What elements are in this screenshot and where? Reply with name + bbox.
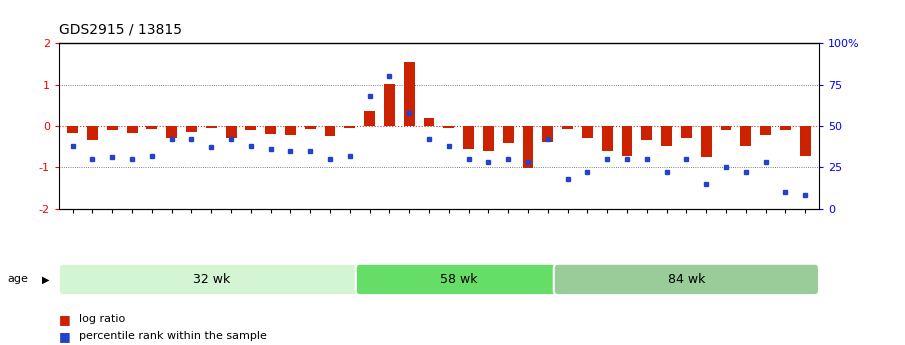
Bar [740, 126, 751, 146]
Bar [503, 126, 514, 143]
Bar [483, 126, 494, 151]
Text: ■: ■ [59, 313, 71, 326]
Text: 84 wk: 84 wk [668, 273, 705, 286]
Bar [325, 126, 336, 136]
Bar [562, 126, 573, 129]
FancyBboxPatch shape [59, 264, 364, 295]
Bar [87, 126, 98, 140]
Bar [642, 126, 653, 140]
Bar [681, 126, 691, 138]
Bar [285, 126, 296, 135]
Text: age: age [7, 275, 28, 284]
Bar [127, 126, 138, 134]
Bar [662, 126, 672, 146]
FancyBboxPatch shape [356, 264, 562, 295]
Bar [800, 126, 811, 156]
Bar [147, 126, 157, 129]
FancyBboxPatch shape [554, 264, 819, 295]
Text: log ratio: log ratio [79, 314, 125, 324]
Bar [700, 126, 711, 157]
Bar [225, 126, 236, 138]
Bar [205, 126, 216, 128]
Bar [522, 126, 533, 168]
Text: 58 wk: 58 wk [440, 273, 478, 286]
Bar [582, 126, 593, 138]
Text: 32 wk: 32 wk [193, 273, 230, 286]
Bar [463, 126, 474, 149]
Bar [542, 126, 553, 142]
Bar [167, 126, 177, 138]
Bar [345, 126, 356, 128]
Bar [186, 126, 197, 132]
Text: ■: ■ [59, 330, 71, 343]
Bar [404, 62, 414, 126]
Bar [443, 126, 454, 128]
Bar [622, 126, 633, 156]
Bar [760, 126, 771, 135]
Bar [602, 126, 613, 151]
Bar [67, 126, 78, 134]
Bar [780, 126, 791, 130]
Bar [384, 84, 395, 126]
Bar [305, 126, 316, 129]
Text: ▶: ▶ [42, 275, 49, 284]
Bar [720, 126, 731, 130]
Bar [245, 126, 256, 130]
Text: percentile rank within the sample: percentile rank within the sample [79, 332, 267, 341]
Text: GDS2915 / 13815: GDS2915 / 13815 [59, 22, 182, 36]
Bar [364, 111, 375, 126]
Bar [107, 126, 118, 130]
Bar [265, 126, 276, 134]
Bar [424, 118, 434, 126]
